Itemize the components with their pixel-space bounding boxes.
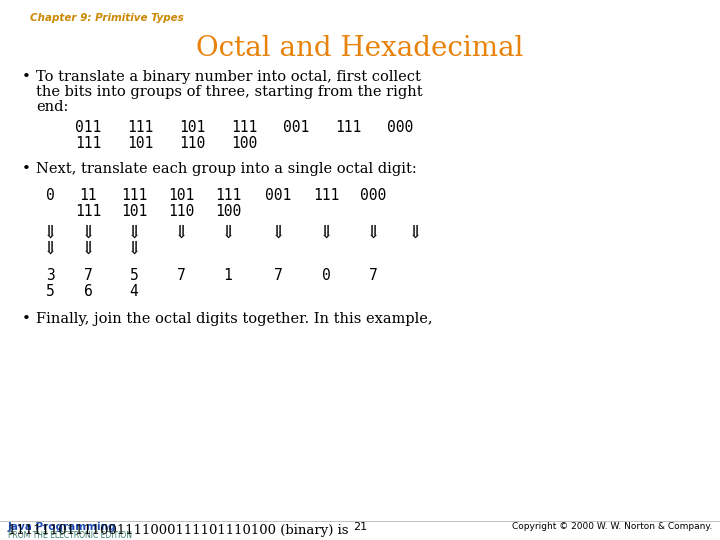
Text: 111: 111 [215, 188, 241, 203]
Text: 11: 11 [79, 188, 96, 203]
Text: 111: 111 [313, 188, 339, 203]
Text: Next, translate each group into a single octal digit:: Next, translate each group into a single… [36, 162, 417, 176]
Text: end:: end: [36, 100, 68, 114]
Text: ⇓: ⇓ [408, 224, 423, 242]
Text: 111: 111 [231, 120, 257, 135]
Text: 000: 000 [387, 120, 413, 135]
Text: 111: 111 [121, 188, 147, 203]
Text: 1: 1 [224, 268, 233, 283]
Text: ⇓: ⇓ [271, 224, 286, 242]
Text: 111: 111 [127, 120, 153, 135]
Text: 5: 5 [45, 284, 55, 299]
Text: ⇓: ⇓ [42, 240, 58, 258]
Text: •: • [22, 70, 31, 84]
Text: 101: 101 [168, 188, 194, 203]
Text: 111: 111 [75, 204, 101, 219]
Text: ⇓: ⇓ [81, 240, 96, 258]
Text: •: • [22, 162, 31, 176]
Text: 100: 100 [215, 204, 241, 219]
Text: 001: 001 [283, 120, 309, 135]
Text: 7: 7 [176, 268, 185, 283]
Text: ⇓: ⇓ [127, 224, 142, 242]
Text: 7: 7 [274, 268, 282, 283]
Text: 111: 111 [335, 120, 361, 135]
Text: ⇓: ⇓ [318, 224, 333, 242]
Text: 11111101111001111000111101110100 (binary) is: 11111101111001111000111101110100 (binary… [8, 524, 348, 537]
Text: 101: 101 [121, 204, 147, 219]
Text: 000: 000 [360, 188, 386, 203]
Text: To translate a binary number into octal, first collect: To translate a binary number into octal,… [36, 70, 421, 84]
Text: 5: 5 [130, 268, 138, 283]
Text: ⇓: ⇓ [127, 240, 142, 258]
Text: ⇓: ⇓ [42, 224, 58, 242]
Text: 100: 100 [231, 136, 257, 151]
Text: Copyright © 2000 W. W. Norton & Company.: Copyright © 2000 W. W. Norton & Company. [512, 522, 712, 531]
Text: 21: 21 [353, 522, 367, 532]
Text: Java Programming: Java Programming [8, 522, 117, 532]
Text: 3: 3 [45, 268, 55, 283]
Text: 011: 011 [75, 120, 101, 135]
Text: Finally, join the octal digits together. In this example,: Finally, join the octal digits together.… [36, 312, 433, 326]
Text: ⇓: ⇓ [174, 224, 189, 242]
Text: Chapter 9: Primitive Types: Chapter 9: Primitive Types [30, 13, 184, 23]
Text: 0: 0 [45, 188, 55, 203]
Text: ⇓: ⇓ [220, 224, 235, 242]
Text: ⇓: ⇓ [81, 224, 96, 242]
Text: 4: 4 [130, 284, 138, 299]
Text: Octal and Hexadecimal: Octal and Hexadecimal [197, 35, 523, 62]
Text: 111: 111 [75, 136, 101, 151]
Text: 001: 001 [265, 188, 291, 203]
Text: •: • [22, 312, 31, 326]
Text: 0: 0 [322, 268, 330, 283]
Text: 7: 7 [84, 268, 92, 283]
Text: 6: 6 [84, 284, 92, 299]
Text: 7: 7 [369, 268, 377, 283]
Text: the bits into groups of three, starting from the right: the bits into groups of three, starting … [36, 85, 423, 99]
Text: 101: 101 [127, 136, 153, 151]
Text: 101: 101 [179, 120, 205, 135]
Text: 110: 110 [168, 204, 194, 219]
Text: 110: 110 [179, 136, 205, 151]
Text: FROM THE ELECTRONIC EDITION: FROM THE ELECTRONIC EDITION [8, 531, 132, 540]
Text: ⇓: ⇓ [366, 224, 381, 242]
